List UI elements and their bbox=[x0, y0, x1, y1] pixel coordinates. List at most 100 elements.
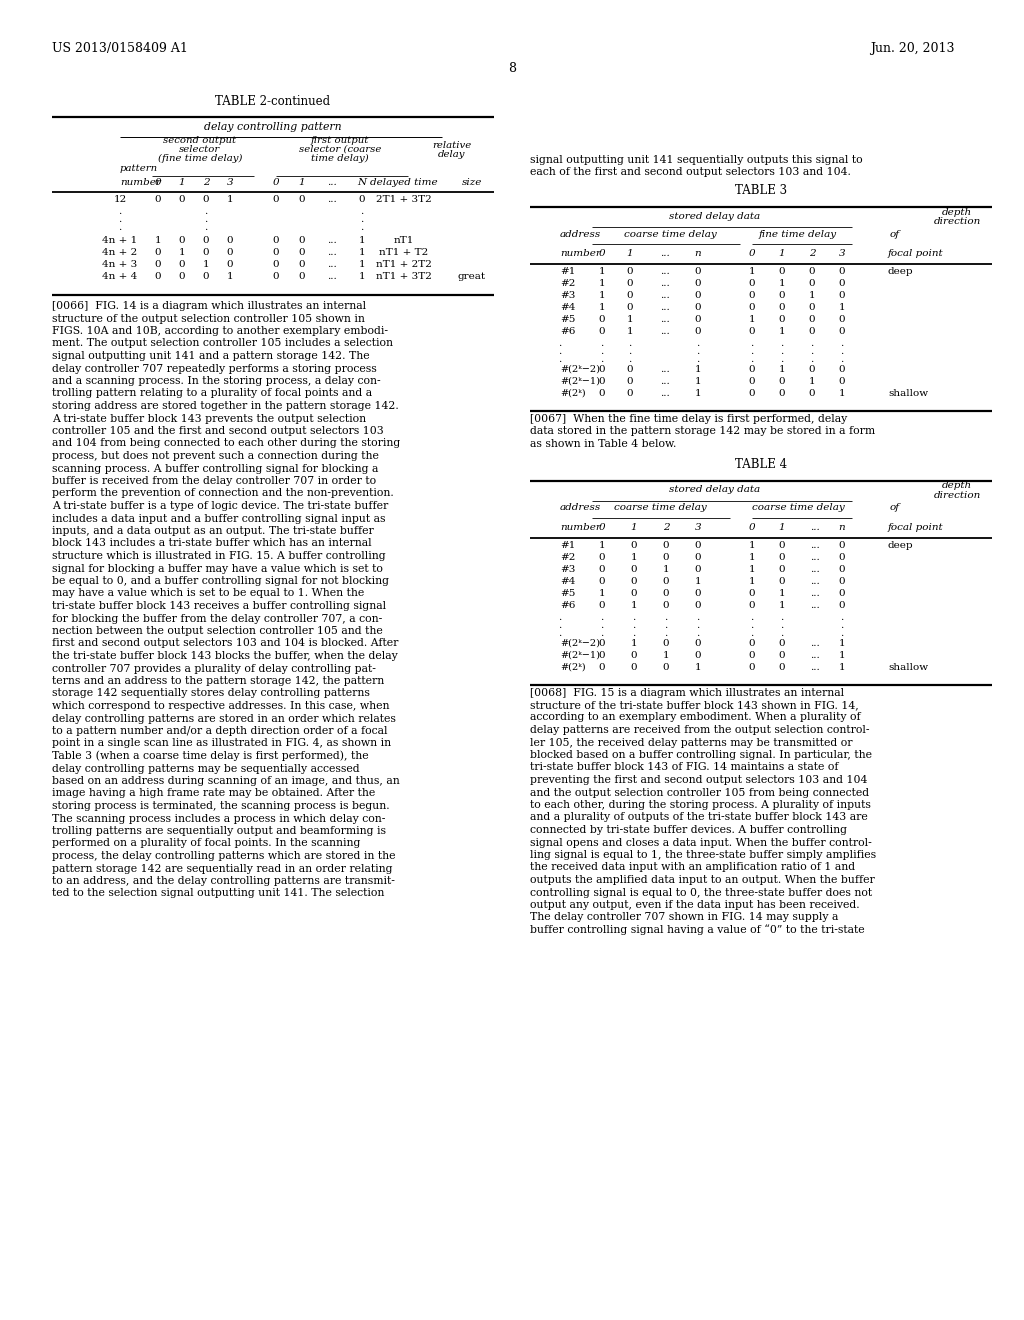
Text: 0: 0 bbox=[599, 378, 605, 385]
Text: 1: 1 bbox=[599, 290, 605, 300]
Text: 0: 0 bbox=[627, 378, 633, 385]
Text: data stored in the pattern storage 142 may be stored in a form: data stored in the pattern storage 142 m… bbox=[530, 426, 876, 437]
Text: ler 105, the received delay patterns may be transmitted or: ler 105, the received delay patterns may… bbox=[530, 738, 853, 747]
Text: 0: 0 bbox=[203, 272, 209, 281]
Text: 4n + 4: 4n + 4 bbox=[102, 272, 137, 281]
Text: .: . bbox=[558, 612, 561, 622]
Text: 0: 0 bbox=[599, 639, 605, 648]
Text: be equal to 0, and a buffer controlling signal for not blocking: be equal to 0, and a buffer controlling … bbox=[52, 576, 389, 586]
Text: 0: 0 bbox=[226, 248, 233, 257]
Text: great: great bbox=[458, 272, 486, 281]
Text: 0: 0 bbox=[599, 249, 605, 257]
Text: 0: 0 bbox=[155, 248, 162, 257]
Text: nT1 + 2T2: nT1 + 2T2 bbox=[376, 260, 432, 269]
Text: 0: 0 bbox=[778, 577, 785, 586]
Text: .: . bbox=[780, 355, 783, 364]
Text: 3: 3 bbox=[839, 249, 846, 257]
Text: nection between the output selection controller 105 and the: nection between the output selection con… bbox=[52, 626, 383, 636]
Text: 0: 0 bbox=[839, 378, 846, 385]
Text: TABLE 4: TABLE 4 bbox=[735, 458, 787, 470]
Text: ...: ... bbox=[327, 260, 337, 269]
Text: 0: 0 bbox=[627, 304, 633, 312]
Text: controlling signal is equal to 0, the three-state buffer does not: controlling signal is equal to 0, the th… bbox=[530, 887, 872, 898]
Text: 1: 1 bbox=[749, 565, 756, 573]
Text: 8: 8 bbox=[508, 62, 516, 75]
Text: fine time delay: fine time delay bbox=[759, 230, 837, 239]
Text: 0: 0 bbox=[778, 565, 785, 573]
Text: 1: 1 bbox=[694, 577, 701, 586]
Text: delay controlling patterns are stored in an order which relates: delay controlling patterns are stored in… bbox=[52, 714, 396, 723]
Text: #5: #5 bbox=[560, 315, 575, 323]
Text: 0: 0 bbox=[749, 290, 756, 300]
Text: 1: 1 bbox=[778, 601, 785, 610]
Text: 1: 1 bbox=[839, 389, 846, 399]
Text: ...: ... bbox=[660, 315, 670, 323]
Text: 0: 0 bbox=[663, 663, 670, 672]
Text: each of the first and second output selectors 103 and 104.: each of the first and second output sele… bbox=[530, 168, 851, 177]
Text: ling signal is equal to 1, the three-state buffer simply amplifies: ling signal is equal to 1, the three-sta… bbox=[530, 850, 877, 861]
Text: number: number bbox=[560, 523, 601, 532]
Text: 0: 0 bbox=[694, 651, 701, 660]
Text: 0: 0 bbox=[178, 260, 185, 269]
Text: 0: 0 bbox=[358, 195, 366, 205]
Text: .: . bbox=[780, 620, 783, 630]
Text: structure of the output selection controller 105 shown in: structure of the output selection contro… bbox=[52, 314, 365, 323]
Text: 0: 0 bbox=[663, 553, 670, 561]
Text: 2T1 + 3T2: 2T1 + 3T2 bbox=[376, 195, 432, 205]
Text: 0: 0 bbox=[749, 601, 756, 610]
Text: pattern storage 142 are sequentially read in an order relating: pattern storage 142 are sequentially rea… bbox=[52, 863, 392, 874]
Text: .: . bbox=[841, 628, 844, 638]
Text: the received data input with an amplification ratio of 1 and: the received data input with an amplific… bbox=[530, 862, 855, 873]
Text: to each other, during the storing process. A plurality of inputs: to each other, during the storing proces… bbox=[530, 800, 870, 810]
Text: 0: 0 bbox=[749, 639, 756, 648]
Text: delay: delay bbox=[438, 150, 466, 158]
Text: 0: 0 bbox=[749, 378, 756, 385]
Text: .: . bbox=[696, 347, 699, 356]
Text: perform the prevention of connection and the non-prevention.: perform the prevention of connection and… bbox=[52, 488, 394, 499]
Text: .: . bbox=[841, 620, 844, 630]
Text: 0: 0 bbox=[272, 248, 280, 257]
Text: ...: ... bbox=[660, 249, 670, 257]
Text: 0: 0 bbox=[203, 195, 209, 205]
Text: 0: 0 bbox=[749, 327, 756, 337]
Text: 0: 0 bbox=[299, 236, 305, 246]
Text: 4n + 1: 4n + 1 bbox=[102, 236, 137, 246]
Text: which correspond to respective addresses. In this case, when: which correspond to respective addresses… bbox=[52, 701, 389, 711]
Text: .: . bbox=[600, 355, 603, 364]
Text: focal point: focal point bbox=[888, 249, 944, 257]
Text: block 143 includes a tri-state buffer which has an internal: block 143 includes a tri-state buffer wh… bbox=[52, 539, 372, 549]
Text: 1: 1 bbox=[749, 315, 756, 323]
Text: deep: deep bbox=[888, 540, 913, 549]
Text: 0: 0 bbox=[839, 290, 846, 300]
Text: 0: 0 bbox=[839, 327, 846, 337]
Text: nT1 + T2: nT1 + T2 bbox=[379, 248, 429, 257]
Text: 0: 0 bbox=[155, 195, 162, 205]
Text: 1: 1 bbox=[778, 589, 785, 598]
Text: and the output selection controller 105 from being connected: and the output selection controller 105 … bbox=[530, 788, 869, 797]
Text: to a pattern number and/or a depth direction order of a focal: to a pattern number and/or a depth direc… bbox=[52, 726, 387, 737]
Text: #(2ᵏ−1): #(2ᵏ−1) bbox=[560, 651, 600, 660]
Text: 0: 0 bbox=[663, 639, 670, 648]
Text: structure which is illustrated in FIG. 15. A buffer controlling: structure which is illustrated in FIG. 1… bbox=[52, 550, 386, 561]
Text: focal point: focal point bbox=[888, 523, 944, 532]
Text: delay controlling pattern: delay controlling pattern bbox=[204, 121, 342, 132]
Text: TABLE 2-continued: TABLE 2-continued bbox=[215, 95, 331, 108]
Text: [0068]  FIG. 15 is a diagram which illustrates an internal: [0068] FIG. 15 is a diagram which illust… bbox=[530, 688, 844, 697]
Text: The scanning process includes a process in which delay con-: The scanning process includes a process … bbox=[52, 813, 385, 824]
Text: .: . bbox=[696, 612, 699, 622]
Text: the tri-state buffer block 143 blocks the buffer, when the delay: the tri-state buffer block 143 blocks th… bbox=[52, 651, 397, 661]
Text: 0: 0 bbox=[694, 639, 701, 648]
Text: 0: 0 bbox=[178, 272, 185, 281]
Text: 1: 1 bbox=[694, 389, 701, 399]
Text: ...: ... bbox=[810, 601, 820, 610]
Text: .: . bbox=[558, 339, 561, 348]
Text: .: . bbox=[810, 347, 814, 356]
Text: 0: 0 bbox=[631, 565, 637, 573]
Text: 0: 0 bbox=[631, 663, 637, 672]
Text: buffer is received from the delay controller 707 in order to: buffer is received from the delay contro… bbox=[52, 477, 376, 486]
Text: .: . bbox=[629, 347, 632, 356]
Text: FIGS. 10A and 10B, according to another exemplary embodi-: FIGS. 10A and 10B, according to another … bbox=[52, 326, 388, 337]
Text: 1: 1 bbox=[778, 366, 785, 374]
Text: n: n bbox=[694, 249, 701, 257]
Text: 0: 0 bbox=[299, 248, 305, 257]
